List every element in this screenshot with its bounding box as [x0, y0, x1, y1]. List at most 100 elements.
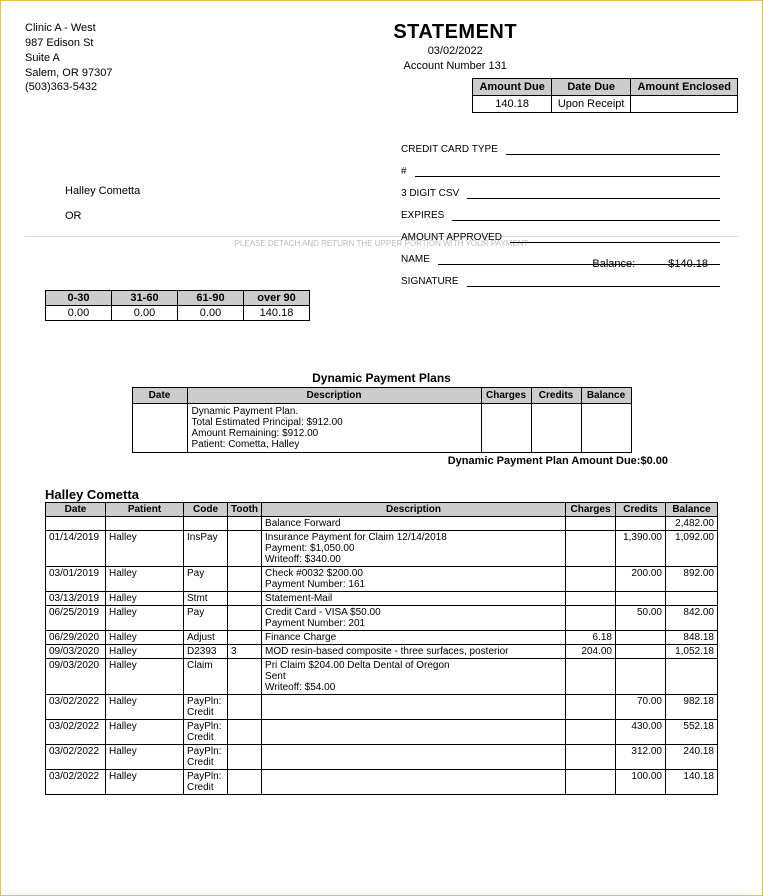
ledger-cell-desc: Balance Forward [262, 516, 566, 530]
ledger-cell-date: 09/03/2020 [46, 658, 106, 694]
ledger-cell-balance: 1,052.18 [666, 644, 718, 658]
plans-due: Dynamic Payment Plan Amount Due:$0.00 [25, 455, 668, 467]
ledger-cell-credits [616, 591, 666, 605]
ledger-cell-code: PayPln: Credit [184, 719, 228, 744]
ledger-cell-balance: 982.18 [666, 694, 718, 719]
ledger-cell-balance [666, 658, 718, 694]
ledger-cell-balance: 848.18 [666, 630, 718, 644]
summary-header-enclosed: Amount Enclosed [631, 78, 738, 95]
plans-h1: Description [187, 387, 481, 403]
plans-date [132, 403, 187, 452]
ledger-h2: Code [184, 502, 228, 516]
ledger-cell-desc: Credit Card - VISA $50.00Payment Number:… [262, 605, 566, 630]
ledger-cell-patient: Halley [106, 630, 184, 644]
plans-h0: Date [132, 387, 187, 403]
ledger-row: 03/01/2019HalleyPayCheck #0032 $200.00Pa… [46, 566, 718, 591]
ledger-cell-desc: MOD resin-based composite - three surfac… [262, 644, 566, 658]
ledger-cell-desc: Statement-Mail [262, 591, 566, 605]
ledger-cell-tooth [228, 530, 262, 566]
ledger-row: 01/14/2019HalleyInsPayInsurance Payment … [46, 530, 718, 566]
ledger-row: 06/29/2020HalleyAdjustFinance Charge6.18… [46, 630, 718, 644]
plans-h2: Charges [481, 387, 531, 403]
ledger-cell-desc: Finance Charge [262, 630, 566, 644]
ledger-h7: Balance [666, 502, 718, 516]
cc-signature-label: SIGNATURE [401, 276, 459, 287]
ledger-cell-date: 03/13/2019 [46, 591, 106, 605]
ledger-cell-patient [106, 516, 184, 530]
plans-desc3: Amount Remaining: $912.00 [192, 428, 477, 439]
plans-desc: Dynamic Payment Plan. Total Estimated Pr… [187, 403, 481, 452]
plans-h4: Balance [581, 387, 631, 403]
ledger-row: 03/13/2019HalleyStmtStatement-Mail [46, 591, 718, 605]
ledger-cell-date: 09/03/2020 [46, 644, 106, 658]
cc-name-label: NAME [401, 254, 430, 265]
aging-v0: 0.00 [46, 305, 112, 320]
plans-desc4: Patient: Cometta, Halley [192, 439, 477, 450]
aging-table: 0-30 31-60 61-90 over 90 0.00 0.00 0.00 … [45, 290, 310, 321]
summary-header-due: Amount Due [473, 78, 551, 95]
ledger-cell-desc: Pri Claim $204.00 Delta Dental of Oregon… [262, 658, 566, 694]
ledger-cell-balance: 140.18 [666, 769, 718, 794]
cc-approved-label: AMOUNT APPROVED [401, 232, 502, 243]
ledger-patient-name: Halley Cometta [45, 487, 738, 502]
cc-csv-line [467, 187, 720, 199]
ledger-cell-tooth [228, 605, 262, 630]
ledger-row: 09/03/2020HalleyD23933MOD resin-based co… [46, 644, 718, 658]
statement-page: Clinic A - West 987 Edison St Suite A Sa… [0, 0, 763, 896]
ledger-cell-balance: 2,482.00 [666, 516, 718, 530]
ledger-row: 03/02/2022HalleyPayPln: Credit100.00140.… [46, 769, 718, 794]
ledger-h6: Credits [616, 502, 666, 516]
ledger-cell-patient: Halley [106, 566, 184, 591]
ledger-cell-code: Claim [184, 658, 228, 694]
ledger-cell-patient: Halley [106, 591, 184, 605]
credit-card-block: CREDIT CARD TYPE # 3 DIGIT CSV EXPIRES A… [401, 143, 720, 297]
ledger-cell-credits: 1,390.00 [616, 530, 666, 566]
ledger-row: 09/03/2020HalleyClaim Pri Claim $204.00 D… [46, 658, 718, 694]
top-section: Clinic A - West 987 Edison St Suite A Sa… [25, 21, 738, 113]
ledger-h0: Date [46, 502, 106, 516]
clinic-phone: (503)363-5432 [25, 80, 112, 95]
ledger-cell-patient: Halley [106, 719, 184, 744]
ledger-cell-patient: Halley [106, 658, 184, 694]
ledger-cell-charges [566, 658, 616, 694]
ledger-cell-credits: 430.00 [616, 719, 666, 744]
ledger-cell-charges [566, 566, 616, 591]
ledger-cell-date [46, 516, 106, 530]
ledger-cell-credits [616, 658, 666, 694]
cc-approved-line [510, 231, 720, 243]
clinic-name: Clinic A - West [25, 21, 112, 36]
cc-number-line [415, 165, 720, 177]
ledger-cell-credits: 200.00 [616, 566, 666, 591]
ledger-cell-credits: 70.00 [616, 694, 666, 719]
ledger-cell-credits [616, 630, 666, 644]
ledger-cell-charges [566, 605, 616, 630]
ledger-cell-date: 03/02/2022 [46, 769, 106, 794]
summary-table: Amount Due Date Due Amount Enclosed 140.… [472, 78, 738, 113]
ledger-cell-tooth: 3 [228, 644, 262, 658]
plans-table: Date Description Charges Credits Balance… [132, 387, 632, 453]
ledger-cell-credits: 50.00 [616, 605, 666, 630]
clinic-addr1: 987 Edison St [25, 36, 112, 51]
ledger-cell-tooth [228, 658, 262, 694]
ledger-cell-tooth [228, 591, 262, 605]
ledger-cell-date: 03/01/2019 [46, 566, 106, 591]
ledger-row: 03/02/2022HalleyPayPln: Credit312.00240.… [46, 744, 718, 769]
plans-desc2: Total Estimated Principal: $912.00 [192, 417, 477, 428]
ledger-cell-balance: 842.00 [666, 605, 718, 630]
cc-type-line [506, 143, 720, 155]
ledger-cell-tooth [228, 719, 262, 744]
ledger-cell-desc: Check #0032 $200.00Payment Number: 161 [262, 566, 566, 591]
ledger-cell-tooth [228, 630, 262, 644]
ledger-cell-code: Adjust [184, 630, 228, 644]
cc-expires-label: EXPIRES [401, 210, 444, 221]
ledger-cell-balance: 552.18 [666, 719, 718, 744]
ledger-cell-tooth [228, 566, 262, 591]
ledger-cell-code: PayPln: Credit [184, 769, 228, 794]
aging-h1: 31-60 [112, 290, 178, 305]
ledger-cell-patient: Halley [106, 530, 184, 566]
ledger-row: 03/02/2022HalleyPayPln: Credit430.00552.… [46, 719, 718, 744]
clinic-block: Clinic A - West 987 Edison St Suite A Sa… [25, 21, 112, 113]
ledger-cell-desc [262, 744, 566, 769]
ledger-cell-tooth [228, 694, 262, 719]
ledger-cell-patient: Halley [106, 744, 184, 769]
